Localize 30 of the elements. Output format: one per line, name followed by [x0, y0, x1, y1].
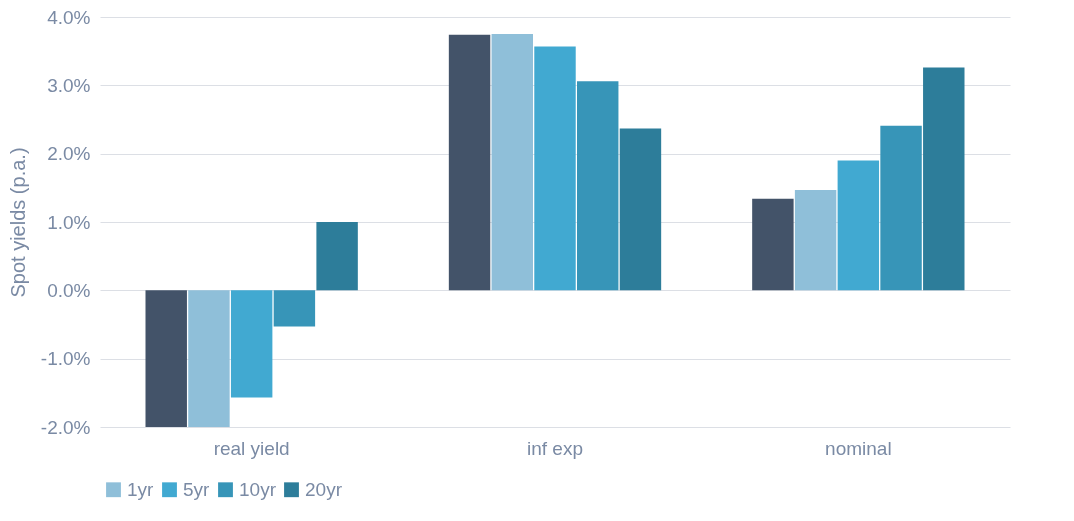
y-tick-label: -1.0% [40, 348, 91, 370]
bar [577, 81, 619, 291]
legend-label: 1yr [127, 478, 155, 500]
y-tick-label: 4.0% [47, 6, 91, 28]
bar [534, 46, 576, 291]
y-tick-label: -2.0% [40, 416, 91, 438]
y-axis-title: Spot yields (p.a.) [6, 147, 29, 298]
bar [752, 198, 794, 291]
y-tick-label: 1.0% [47, 211, 91, 233]
bar [273, 290, 316, 327]
bar [230, 290, 273, 398]
bar [491, 34, 533, 291]
legend-label: 10yr [239, 478, 277, 500]
y-tick-label: 0.0% [47, 279, 91, 301]
x-tick-label: real yield [213, 437, 290, 459]
y-tick-label: 3.0% [47, 74, 91, 96]
y-tick-label: 2.0% [47, 143, 91, 165]
bar [316, 222, 358, 291]
x-tick-label: inf exp [527, 437, 583, 459]
bar [448, 34, 491, 291]
legend-label: 5yr [183, 478, 211, 500]
bar [837, 160, 880, 291]
legend-label: 20yr [305, 478, 343, 500]
bar [188, 290, 230, 427]
bar [145, 290, 187, 427]
bar [619, 128, 662, 291]
bar [923, 67, 965, 291]
x-tick-label: nominal [825, 437, 892, 459]
bar [880, 125, 922, 291]
bar [794, 189, 837, 291]
